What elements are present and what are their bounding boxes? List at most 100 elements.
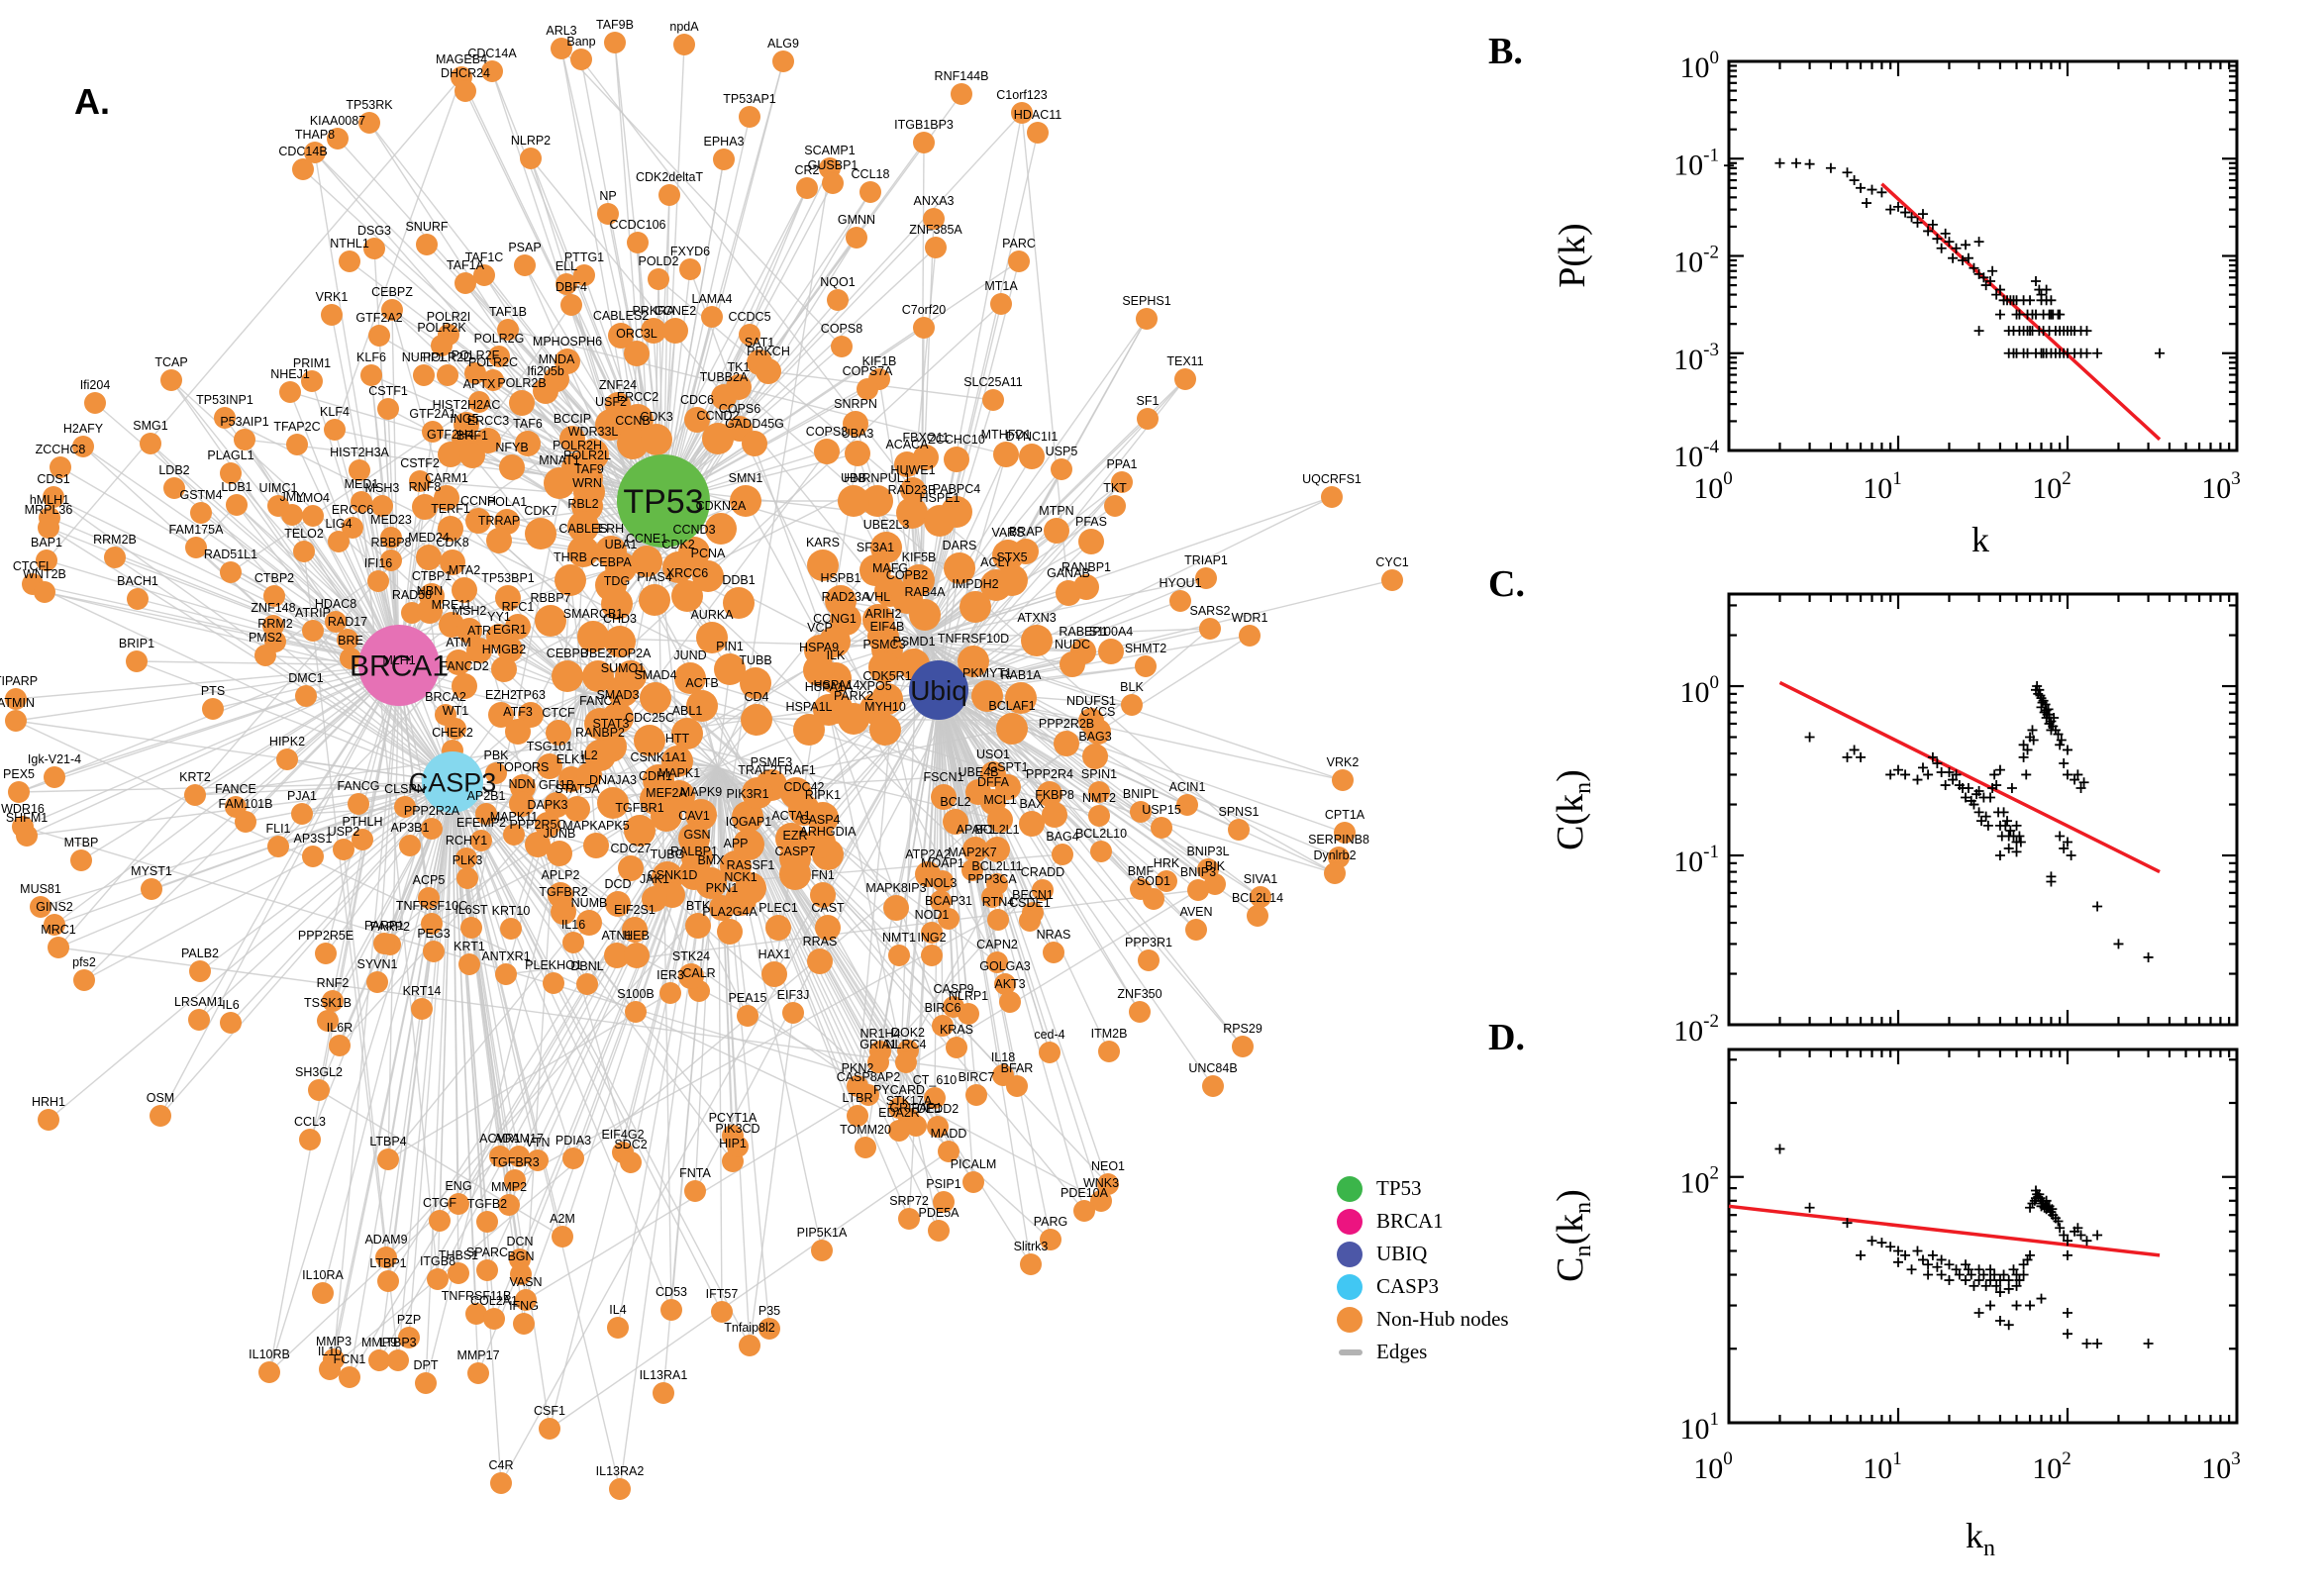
network-node: [234, 429, 255, 450]
network-node-label: PSMD1: [892, 635, 935, 648]
scatter-point: [1927, 219, 1938, 230]
network-node-label: APTX: [463, 377, 496, 391]
network-node-label: TRAF2: [738, 763, 777, 777]
scatter-point: [1961, 1275, 1971, 1286]
network-node: [1137, 408, 1159, 430]
scatter-point: [2049, 713, 2060, 724]
network-node: [497, 319, 519, 341]
network-node-label: KARS: [806, 536, 840, 549]
network-node-label: TNFRSF10D: [938, 632, 1009, 646]
scatter-point: [2041, 1195, 2052, 1206]
scatter-point: [1991, 780, 2002, 791]
network-node-label: RAD17: [328, 615, 367, 629]
plot-frame: [1727, 1047, 2239, 1425]
network-node-label: XPO5: [858, 679, 891, 693]
scatter-point: [1912, 217, 1923, 228]
network-node-label: UBE4B: [959, 765, 999, 779]
network-node-label: DAPK3: [528, 798, 568, 812]
network-node: [622, 917, 648, 943]
network-node: [546, 720, 571, 746]
network-node-label: NOD1: [915, 908, 950, 922]
network-node: [775, 823, 807, 854]
network-node: [640, 682, 671, 714]
network-node-label: VASN: [509, 1275, 542, 1289]
scatter-point: [1998, 807, 2009, 818]
network-node: [573, 264, 595, 286]
network-node: [1098, 1041, 1120, 1062]
y-tick-label: 100: [1680, 672, 1720, 709]
network-node-label: CSTF2: [400, 456, 440, 470]
network-node: [1151, 817, 1172, 839]
network-node-label: PKMYT1: [962, 666, 1012, 680]
scatter-point: [1973, 237, 1984, 248]
network-node: [470, 830, 492, 851]
network-node: [44, 766, 65, 788]
network-node: [427, 1268, 449, 1290]
network-node: [1006, 1075, 1028, 1097]
network-node: [325, 611, 347, 633]
network-node-label: MED24: [408, 531, 450, 545]
network-node: [16, 825, 38, 847]
network-node: [811, 1240, 833, 1261]
network-edge: [938, 579, 1393, 691]
network-node-label: RRM2: [257, 617, 292, 631]
network-node: [43, 486, 64, 508]
network-node: [971, 680, 1003, 712]
scatter-point: [1923, 769, 1934, 780]
network-node-label: PLA2G4A: [702, 905, 758, 919]
network-node: [804, 827, 836, 858]
network-node: [30, 896, 51, 918]
network-node: [358, 112, 380, 134]
network-node-label: PARP2: [370, 920, 410, 934]
network-node-label: EFEMP2: [456, 816, 506, 830]
scatter-point: [2072, 1223, 2083, 1234]
network-node: [431, 335, 453, 356]
network-node-label: CDK7: [524, 504, 556, 518]
network-node-label: MADD: [931, 1127, 967, 1141]
network-node-label: TGFBR1: [615, 801, 663, 815]
scatter-point: [1973, 807, 1984, 818]
scatter-point: [1862, 198, 1872, 209]
network-node-label: PICALM: [951, 1157, 997, 1171]
network-node-label: KRT14: [403, 984, 442, 998]
network-node: [48, 937, 69, 958]
network-node: [996, 564, 1028, 596]
network-node: [489, 1146, 511, 1167]
hub-label-tp53: TP53: [623, 483, 703, 521]
network-node: [327, 128, 349, 150]
network-node-label: ATR: [467, 624, 491, 638]
network-edge: [15, 664, 400, 700]
network-edge: [452, 781, 734, 1137]
network-node-label: FNTA: [679, 1166, 711, 1180]
network-node: [807, 549, 839, 581]
network-node: [380, 549, 402, 571]
network-node-label: BFAR: [1001, 1061, 1034, 1075]
network-node: [562, 932, 584, 953]
network-node-label: HRK: [1154, 856, 1180, 870]
network-node: [73, 969, 95, 991]
network-node-label: FBXO11: [902, 431, 949, 445]
scatter-point: [1912, 774, 1923, 785]
network-node: [513, 1313, 535, 1335]
network-node-label: RAD23B: [888, 483, 937, 497]
network-node: [127, 588, 149, 610]
network-node-label: TAF1B: [489, 305, 527, 319]
network-node-label: HTT: [665, 732, 690, 746]
network-node-label: ING2: [917, 931, 946, 945]
network-node-label: COPS8: [821, 322, 862, 336]
scatter-point: [1985, 1275, 1996, 1286]
network-node: [990, 293, 1012, 315]
network-node-label: SF3A1: [857, 541, 894, 554]
network-edge: [452, 781, 507, 975]
network-node: [845, 441, 870, 466]
plot-C: 100 10-1 10-2 C(kn​): [1550, 592, 2239, 1047]
network-edge: [322, 781, 454, 1294]
network-node: [679, 258, 701, 280]
scatter-point: [1876, 1238, 1887, 1248]
network-node-label: PLEKHO1: [525, 958, 582, 972]
network-node: [488, 702, 514, 728]
network-node: [714, 653, 746, 685]
network-node-label: PEA15: [729, 991, 767, 1005]
network-node-label: POLR2F: [452, 349, 500, 362]
network-node-label: RIPK1: [805, 788, 841, 802]
